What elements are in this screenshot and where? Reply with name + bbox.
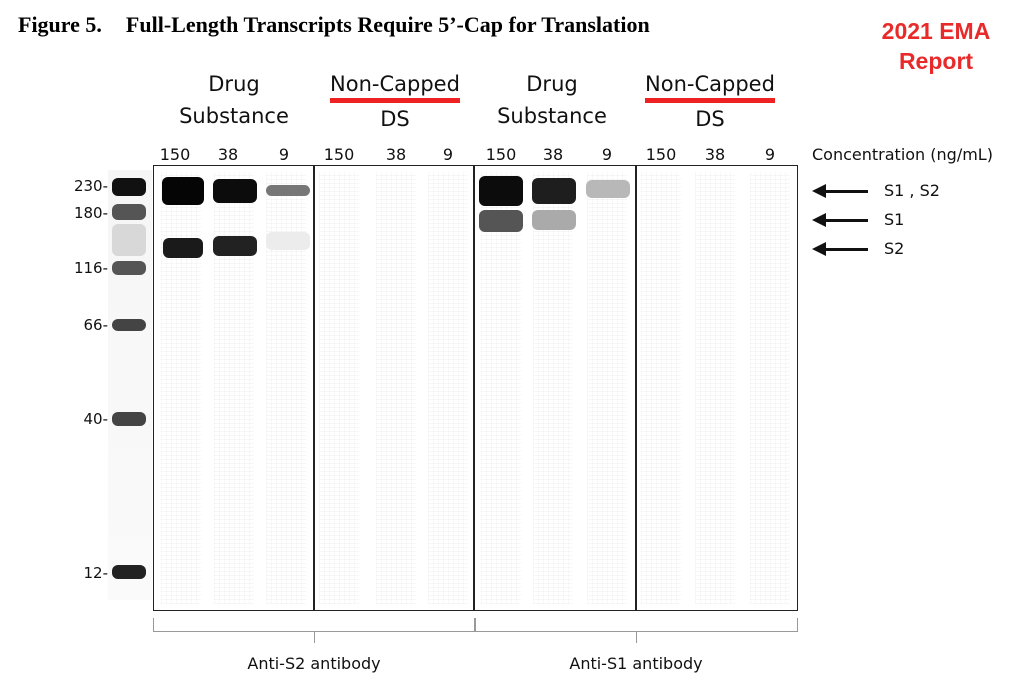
- group-header-line2: Substance: [497, 104, 607, 128]
- concentration-label: 38: [542, 145, 564, 164]
- gel-lane: [481, 172, 521, 604]
- gel-band: [479, 176, 523, 206]
- group-header-line2: DS: [695, 107, 725, 131]
- ladder-band: [112, 412, 146, 426]
- group-header-drug-substance-2: Drug Substance: [467, 68, 637, 132]
- gel-divider: [313, 165, 315, 611]
- ladder-band: [112, 319, 146, 331]
- arrow-left-icon: [812, 242, 826, 256]
- report-badge: 2021 EMA Report: [866, 16, 1006, 76]
- group-header-line1: Non-Capped: [330, 70, 460, 103]
- group-header-line2: Substance: [179, 104, 289, 128]
- ladder-band: [112, 565, 146, 579]
- gel-lane: [428, 172, 468, 604]
- gel-lane: [376, 172, 416, 604]
- gel-band: [213, 236, 257, 256]
- concentration-label: 38: [385, 145, 407, 164]
- group-header-drug-substance-1: Drug Substance: [149, 68, 319, 132]
- gel-lane: [587, 172, 627, 604]
- gel-band: [162, 177, 204, 205]
- concentration-label: 150: [159, 145, 191, 164]
- gel-band: [266, 232, 310, 250]
- arrow-left-icon: [812, 184, 826, 198]
- concentration-label: 38: [217, 145, 239, 164]
- marker-label-230: 230-: [73, 177, 108, 195]
- ladder-smear: [112, 224, 146, 256]
- antibody-label-anti-s2: Anti-S2 antibody: [247, 654, 381, 673]
- marker-label-66: 66-: [83, 316, 109, 334]
- concentration-label: 150: [323, 145, 355, 164]
- band-label: S1: [884, 210, 905, 229]
- concentration-label: 9: [278, 145, 290, 164]
- group-header-line1: Drug: [208, 72, 260, 96]
- gel-lane: [695, 172, 735, 604]
- gel-lane: [641, 172, 681, 604]
- ladder-band: [112, 204, 146, 220]
- concentration-label: 150: [485, 145, 517, 164]
- antibody-label-anti-s1: Anti-S1 antibody: [569, 654, 703, 673]
- group-header-line2: DS: [380, 107, 410, 131]
- band-label: S2: [884, 239, 905, 258]
- marker-label-12: 12-: [83, 564, 109, 582]
- group-header-line1: Drug: [526, 72, 578, 96]
- concentration-label: 9: [764, 145, 776, 164]
- marker-label-40: 40-: [83, 410, 109, 428]
- antibody-bracket: [153, 618, 475, 632]
- band-label: S1 , S2: [884, 181, 940, 200]
- gel-divider: [473, 165, 475, 611]
- antibody-bracket: [475, 618, 798, 632]
- gel-lane: [161, 172, 201, 604]
- concentration-unit-label: Concentration (ng/mL): [812, 145, 993, 164]
- marker-label-180: 180-: [73, 204, 108, 222]
- group-header-non-capped-2: Non-Capped DS: [625, 68, 795, 135]
- gel-lane: [533, 172, 573, 604]
- concentration-label: 9: [601, 145, 613, 164]
- gel-lane: [319, 172, 359, 604]
- group-header-non-capped-1: Non-Capped DS: [310, 68, 480, 135]
- report-badge-line1: 2021 EMA: [881, 18, 991, 44]
- concentration-label: 38: [704, 145, 726, 164]
- report-badge-line2: Report: [898, 48, 974, 74]
- figure-title: Figure 5. Full-Length Transcripts Require…: [18, 12, 650, 38]
- ladder-lane: [108, 170, 152, 600]
- gel-band: [266, 185, 310, 196]
- arrow-left-icon: [812, 213, 826, 227]
- gel-lane: [750, 172, 790, 604]
- ladder-band: [112, 178, 146, 196]
- marker-label-116: 116-: [73, 259, 108, 277]
- figure-number: Figure 5.: [18, 12, 102, 37]
- gel-band: [213, 179, 257, 203]
- gel-band: [479, 210, 523, 232]
- ladder-band: [112, 261, 146, 275]
- gel-band: [532, 210, 576, 230]
- concentration-label: 150: [645, 145, 677, 164]
- gel-band: [532, 178, 576, 204]
- gel-divider: [635, 165, 637, 611]
- gel-blot-frame: [153, 165, 798, 611]
- figure-caption: Full-Length Transcripts Require 5’-Cap f…: [125, 12, 650, 37]
- gel-band: [163, 238, 203, 258]
- group-header-line1: Non-Capped: [645, 70, 775, 103]
- gel-band: [586, 180, 630, 198]
- concentration-label: 9: [442, 145, 454, 164]
